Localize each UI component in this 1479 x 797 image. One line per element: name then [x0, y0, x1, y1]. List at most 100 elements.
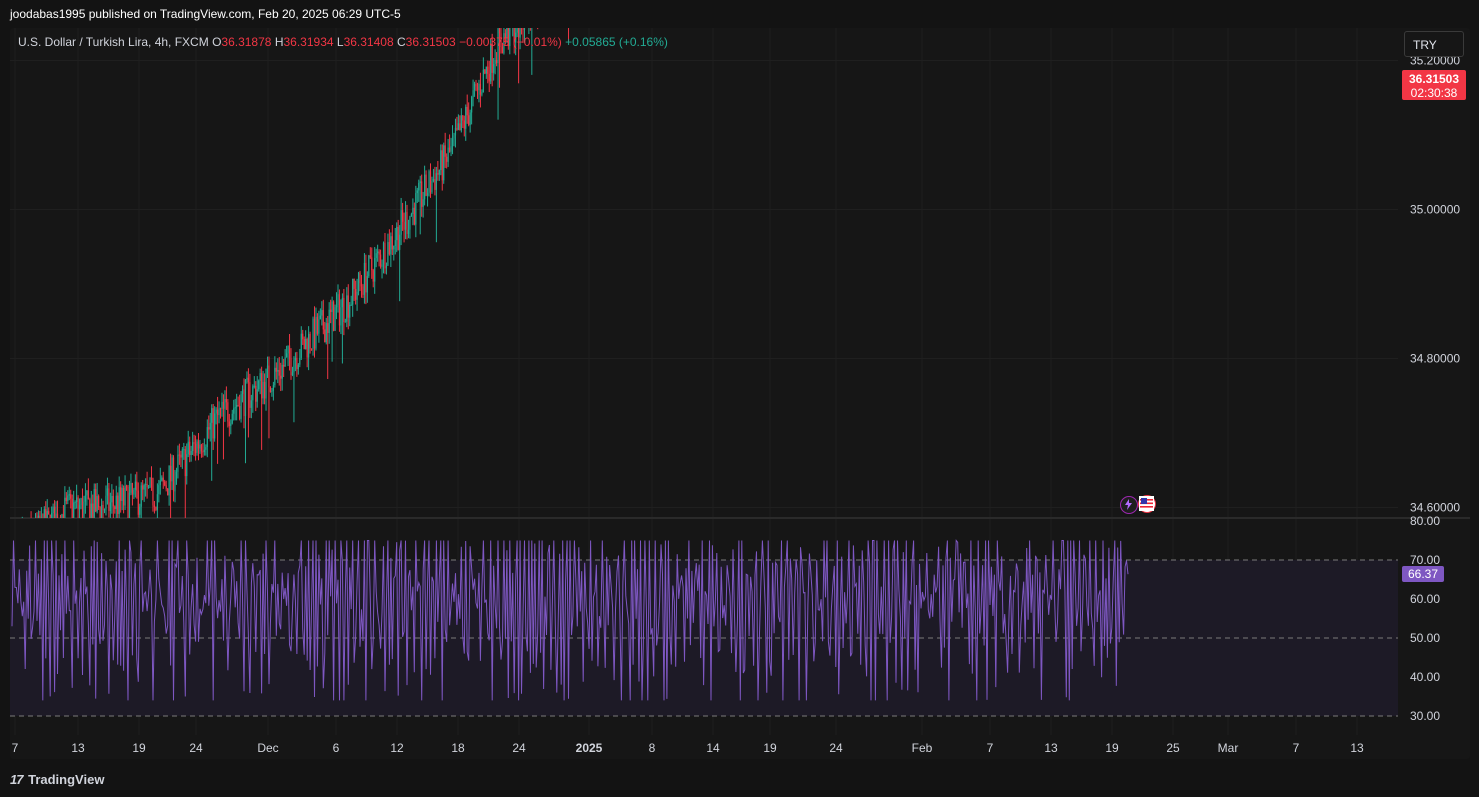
- candle-body: [28, 532, 29, 537]
- candle-body: [241, 389, 244, 395]
- time-axis-label: 8: [649, 741, 656, 755]
- candle-body: [290, 358, 292, 376]
- candle-body: [516, 28, 518, 33]
- candle-body: [48, 511, 50, 515]
- candle-body: [100, 505, 103, 518]
- candle-body: [440, 150, 442, 171]
- candle-body: [112, 495, 114, 507]
- candle-body: [93, 489, 95, 518]
- candle-body: [55, 513, 57, 518]
- candle-body: [36, 519, 37, 528]
- candle-body: [432, 179, 435, 181]
- candle-body: [243, 389, 245, 417]
- candle-body: [488, 73, 490, 82]
- symbol-info[interactable]: U.S. Dollar / Turkish Lira, 4h, FXCM: [18, 35, 209, 49]
- tradingview-brand[interactable]: 17 TradingView: [10, 772, 104, 787]
- candle-body: [247, 377, 250, 383]
- candle-body: [261, 373, 263, 399]
- candle-body: [275, 367, 277, 372]
- candle-body: [402, 210, 404, 222]
- candle-body: [353, 278, 355, 289]
- candle-body: [53, 506, 56, 518]
- candle-body: [212, 408, 214, 439]
- candle-body: [540, 0, 541, 14]
- candle-body: [381, 264, 383, 267]
- candle-body: [511, 14, 512, 25]
- candle-body: [396, 226, 398, 241]
- candle-body: [379, 254, 382, 267]
- candle-body: [78, 505, 81, 510]
- candle-body: [62, 514, 64, 518]
- candle-body: [528, 6, 529, 25]
- lightning-event-icon[interactable]: [1120, 496, 1138, 514]
- top-bar: joodabas1995 published on TradingView.co…: [0, 0, 1479, 28]
- candle-body: [58, 525, 59, 529]
- time-axis-label: 18: [451, 741, 465, 755]
- candle-body: [479, 83, 482, 95]
- candle-body: [293, 360, 295, 373]
- publisher-info: joodabas1995 published on TradingView.co…: [10, 7, 401, 21]
- candle-body: [95, 489, 97, 512]
- candle-body: [347, 295, 349, 318]
- candle-body: [25, 531, 26, 545]
- candle-body: [140, 485, 142, 507]
- candle-body: [435, 173, 437, 190]
- candle-body: [215, 409, 217, 414]
- candle-body: [37, 515, 40, 518]
- candle-body: [237, 404, 239, 407]
- candle-body: [262, 381, 264, 399]
- candle-body: [145, 483, 147, 485]
- candle-body: [224, 398, 226, 409]
- candle-body: [111, 495, 113, 503]
- bar-countdown: 02:30:38: [1410, 86, 1458, 100]
- candle-body: [550, 0, 551, 4]
- close-value: 36.31503: [405, 35, 456, 49]
- footer: [0, 759, 1479, 797]
- candle-body: [497, 28, 499, 64]
- candle-body: [523, 28, 526, 30]
- candle-body: [178, 454, 180, 456]
- candle-body: [168, 465, 170, 496]
- candle-body: [322, 310, 324, 330]
- candle-body: [162, 477, 164, 482]
- candle-body: [493, 64, 495, 73]
- candle-body: [338, 294, 341, 326]
- candle-body: [240, 394, 242, 419]
- candle-body: [328, 309, 330, 333]
- us-flag-event-icon[interactable]: [1138, 495, 1156, 513]
- candle-body: [437, 173, 439, 175]
- candle-body: [332, 301, 335, 331]
- candle-body: [337, 294, 339, 306]
- candle-body: [268, 365, 270, 388]
- candle-body: [274, 367, 276, 386]
- currency-button[interactable]: TRY: [1404, 31, 1464, 57]
- candle-body: [190, 450, 192, 455]
- candle-body: [194, 443, 197, 453]
- rsi-line: [11, 539, 1129, 701]
- candle-body: [197, 441, 200, 449]
- candle-body: [537, 15, 538, 21]
- candle-body: [375, 253, 377, 259]
- candle-body: [291, 372, 294, 376]
- candle-body: [472, 90, 474, 98]
- candle-body: [51, 513, 53, 518]
- candle-body: [189, 441, 191, 455]
- candle-body: [485, 66, 487, 74]
- candle-body: [412, 207, 414, 215]
- candle-body: [200, 444, 203, 452]
- candle-body: [131, 483, 134, 495]
- candle-body: [35, 519, 36, 541]
- candle-body: [71, 498, 73, 518]
- candle-body: [318, 319, 320, 334]
- candle-body: [424, 174, 426, 200]
- candle-body: [504, 33, 506, 39]
- candle-body: [271, 390, 273, 392]
- candle-body: [193, 442, 195, 444]
- candle-body: [70, 494, 72, 499]
- candle-body: [61, 514, 63, 518]
- rsi-axis-label: 50.00: [1410, 631, 1440, 645]
- candle-body: [26, 532, 27, 544]
- candle-body: [99, 507, 101, 518]
- candle-body: [324, 329, 326, 343]
